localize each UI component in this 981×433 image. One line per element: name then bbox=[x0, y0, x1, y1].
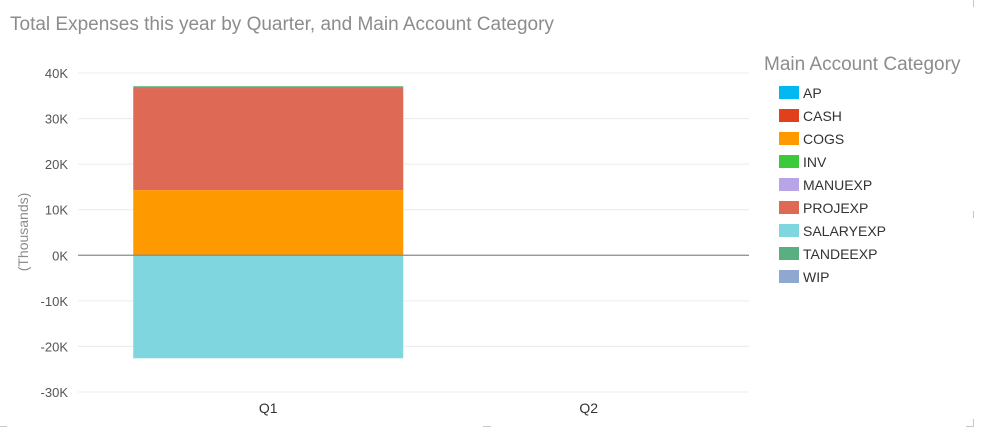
x-tick-label: Q1 bbox=[259, 400, 278, 416]
legend-label: AP bbox=[803, 84, 822, 101]
legend-swatch bbox=[779, 86, 799, 99]
y-tick-label: 20K bbox=[45, 157, 68, 172]
frame-corner-tr bbox=[973, 0, 974, 7]
legend-label: CASH bbox=[803, 107, 842, 124]
legend-item[interactable]: WIP bbox=[764, 265, 960, 288]
legend-swatch bbox=[779, 178, 799, 191]
chart-title: Total Expenses this year by Quarter, and… bbox=[10, 14, 554, 35]
legend-item[interactable]: AP bbox=[764, 81, 960, 104]
legend-label: WIP bbox=[803, 268, 830, 285]
legend-swatch bbox=[779, 247, 799, 260]
legend-item[interactable]: CASH bbox=[764, 104, 960, 127]
legend-label: MANUEXP bbox=[803, 176, 873, 193]
legend-swatch bbox=[779, 270, 799, 283]
legend-swatch bbox=[779, 201, 799, 214]
legend-item[interactable]: INV bbox=[764, 150, 960, 173]
frame-edge-bottom bbox=[483, 426, 491, 427]
x-tick-label: Q2 bbox=[579, 400, 598, 416]
y-tick-label: 30K bbox=[45, 112, 68, 127]
legend-item[interactable]: TANDEEXP bbox=[764, 242, 960, 265]
frame-edge-right bbox=[973, 211, 974, 218]
legend-item[interactable]: PROJEXP bbox=[764, 196, 960, 219]
y-axis-label: (Thousands) bbox=[15, 193, 31, 272]
y-tick-label: 40K bbox=[45, 66, 68, 81]
y-tick-label: -10K bbox=[41, 294, 69, 309]
legend-label: INV bbox=[803, 153, 827, 170]
bar-segment bbox=[133, 86, 404, 89]
legend-label: COGS bbox=[803, 130, 845, 147]
legend-swatch bbox=[779, 224, 799, 237]
frame-corner-br-v bbox=[973, 419, 974, 427]
frame-corner-bl bbox=[0, 426, 7, 427]
bar-segment bbox=[133, 255, 404, 359]
legend-swatch bbox=[779, 109, 799, 122]
y-tick-label: -20K bbox=[41, 339, 69, 354]
legend-swatch bbox=[779, 155, 799, 168]
legend-label: SALARYEXP bbox=[803, 222, 887, 239]
legend-item[interactable]: MANUEXP bbox=[764, 173, 960, 196]
legend-label: TANDEEXP bbox=[803, 245, 878, 262]
legend-label: PROJEXP bbox=[803, 199, 869, 216]
y-tick-label: -30K bbox=[41, 385, 69, 400]
legend-title: Main Account Category bbox=[764, 54, 961, 75]
y-tick-label: 10K bbox=[45, 203, 68, 218]
bar-segment bbox=[133, 190, 404, 256]
bar-segment bbox=[133, 88, 404, 191]
legend-swatch bbox=[779, 132, 799, 145]
y-tick-label: 0K bbox=[52, 248, 68, 263]
legend-item[interactable]: COGS bbox=[764, 127, 960, 150]
legend: Main Account Category AP CASH COGS INV MANUE… bbox=[764, 54, 960, 288]
frame-corner-br bbox=[966, 426, 974, 427]
legend-item[interactable]: SALARYEXP bbox=[764, 219, 960, 242]
